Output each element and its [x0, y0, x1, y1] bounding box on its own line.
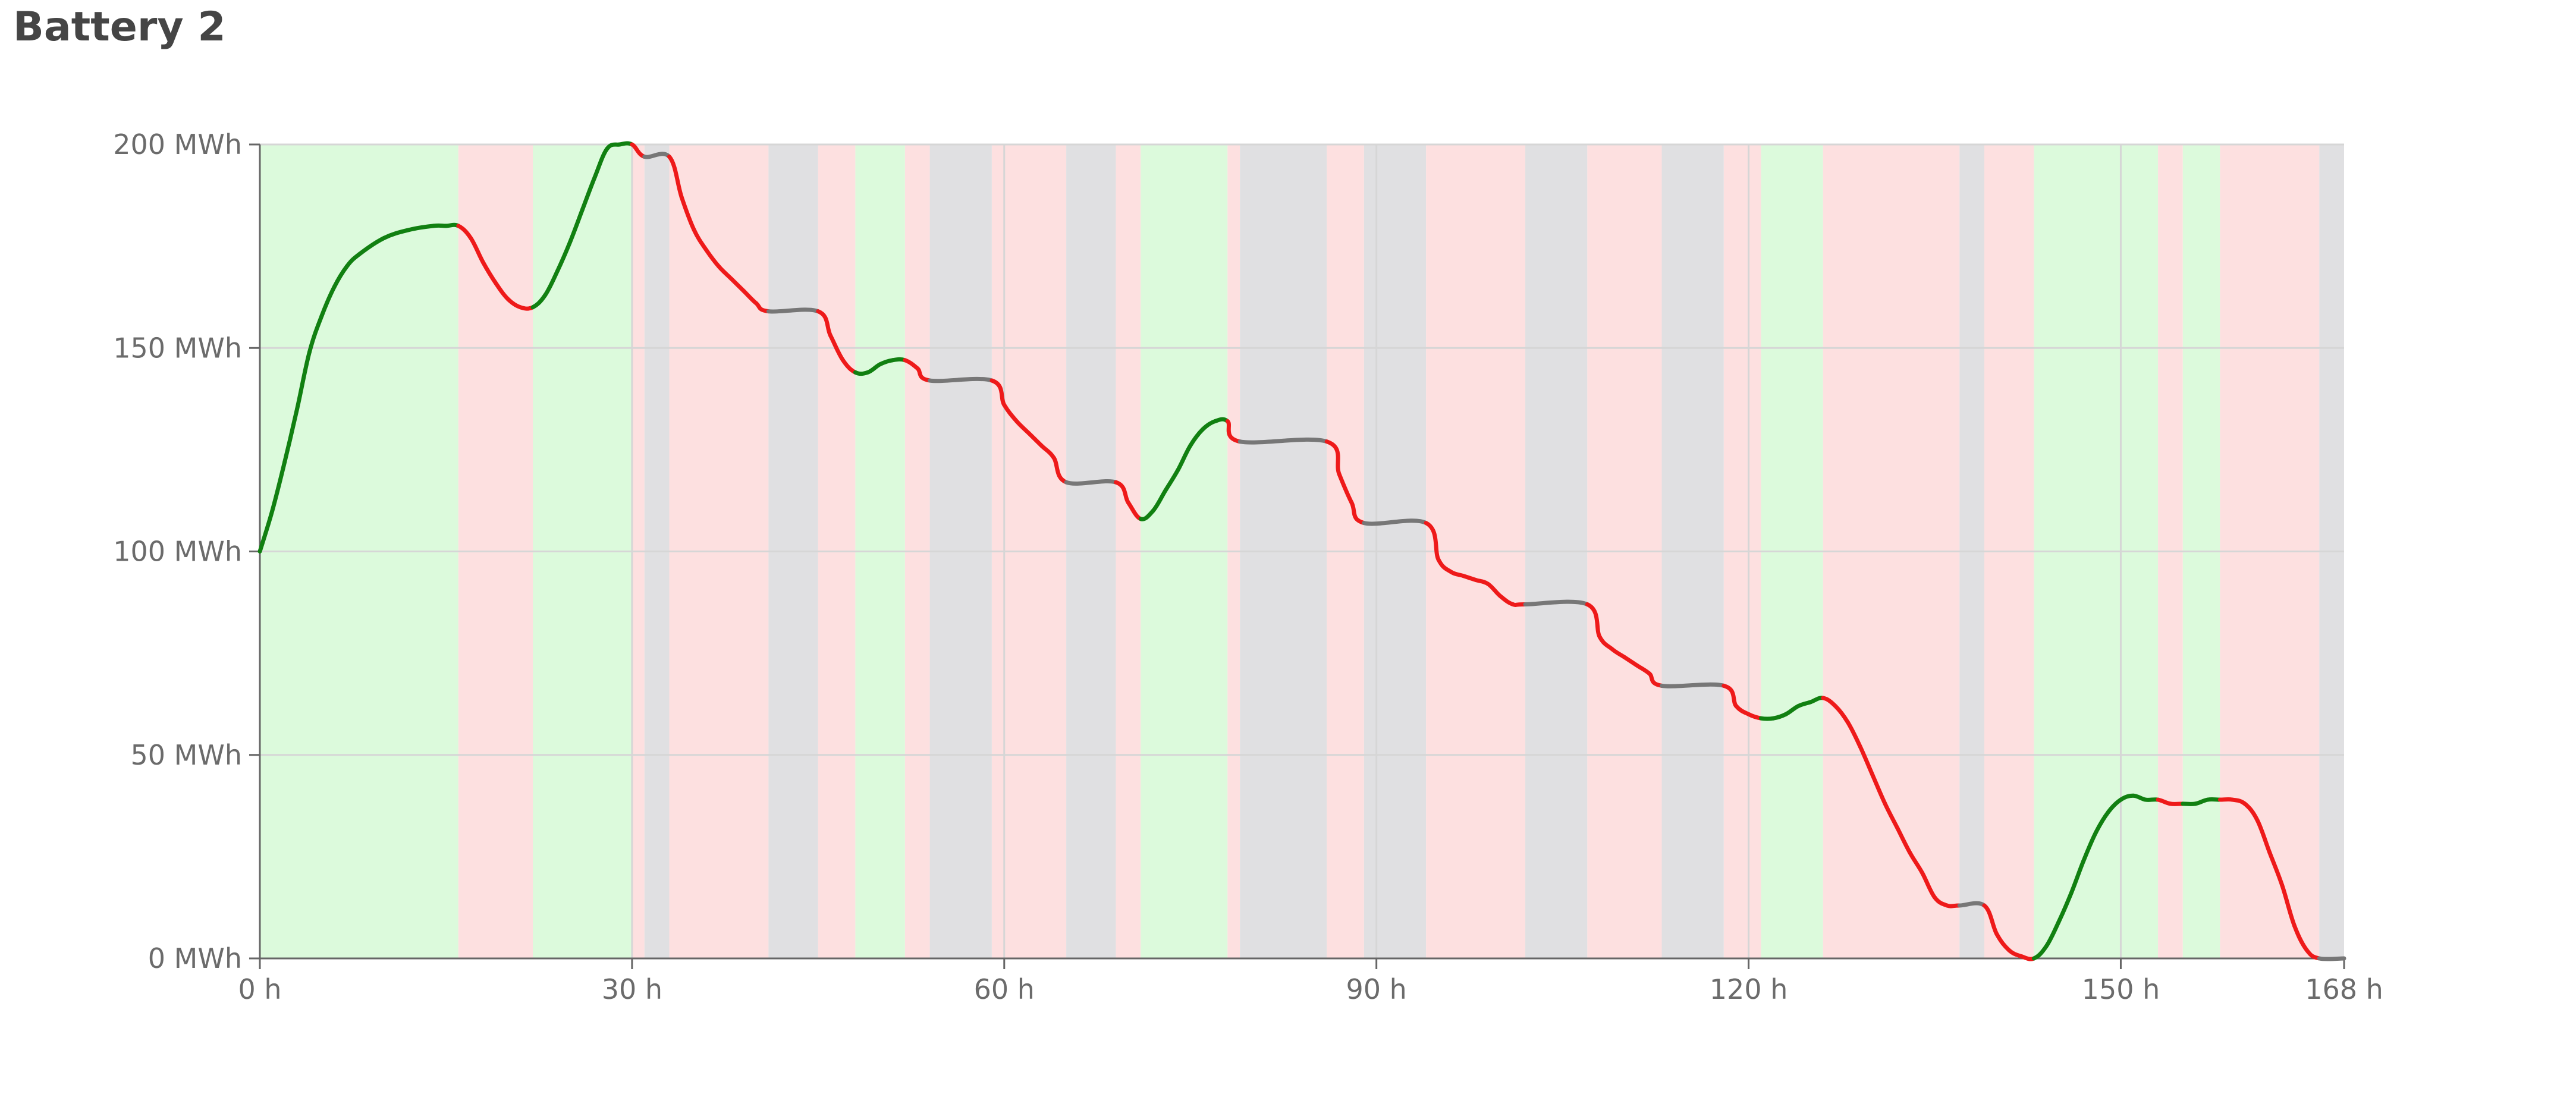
soc-line-segment-67: [1337, 471, 1354, 505]
x-tick-label-120: 120 h: [1710, 973, 1788, 1005]
soc-line-segment-69: [1362, 518, 1428, 526]
soc-line-segment-58: [1151, 488, 1168, 513]
soc-line-segment-59: [1163, 468, 1180, 493]
soc-line-segment-70: [1424, 521, 1441, 562]
soc-line-segment-0: [257, 508, 275, 554]
soc-line-segment-129: [2267, 850, 2285, 888]
soc-line-segment-133: [2317, 956, 2346, 961]
soc-line: [257, 141, 2346, 961]
soc-line-segment-22: [568, 207, 585, 244]
y-tick-label-150: 150 MWh: [113, 332, 242, 364]
soc-line-segment-48: [989, 378, 1007, 407]
soc-line-segment-1: [270, 460, 287, 513]
soc-line-segment-66: [1324, 439, 1342, 476]
soc-line-segment-37: [766, 307, 821, 314]
soc-line-segment-99: [1883, 801, 1900, 831]
soc-line-segment-36: [754, 301, 771, 314]
y-tick-label-200: 200 MWh: [113, 128, 242, 161]
soc-line-segment-38: [816, 309, 833, 338]
soc-line-segment-77: [1510, 602, 1528, 608]
soc-line-segment-28: [642, 152, 671, 159]
soc-line-segment-100: [1895, 826, 1912, 855]
y-tick-label-50: 50 MWh: [131, 739, 242, 771]
soc-line-segment-65: [1237, 437, 1329, 445]
soc-line-segment-128: [2255, 818, 2272, 855]
soc-line-segment-111: [2044, 919, 2061, 948]
soc-line-segment-2: [282, 407, 300, 464]
soc-line-segment-60: [1176, 444, 1193, 473]
chart-title: Battery 2: [13, 4, 226, 51]
x-tick-label-60: 60 h: [974, 973, 1035, 1005]
x-tick-label-168: 168 h: [2305, 973, 2383, 1005]
soc-line-segment-101: [1908, 850, 1925, 875]
soc-line-segment-46: [915, 366, 932, 383]
soc-line-segment-113: [2069, 859, 2086, 895]
soc-line-segment-112: [2056, 891, 2074, 924]
tick-labels: 0 MWh 50 MWh 100 MWh 150 MWh 200 MWh 0 h 30 h 6…: [113, 128, 2383, 1005]
soc-line-segment-78: [1523, 599, 1589, 606]
soc-line-segment-79: [1585, 602, 1602, 639]
soc-line-segment-96: [1845, 720, 1862, 749]
soc-line-segment-29: [667, 155, 684, 200]
x-tick-label-0: 0 h: [238, 973, 281, 1005]
soc-line-segment-8: [357, 235, 387, 257]
x-tick-label-150: 150 h: [2082, 973, 2160, 1005]
soc-line-segment-54: [1064, 479, 1119, 486]
soc-line-segment-21: [555, 240, 573, 273]
soc-line-segment-47: [928, 376, 994, 383]
soc-line-segment-97: [1858, 744, 1875, 778]
soc-line-segment-4: [307, 313, 324, 354]
soc-line-segment-23: [580, 175, 597, 212]
soc-line-segment-68: [1349, 500, 1366, 526]
x-tick-label-90: 90 h: [1346, 973, 1407, 1005]
soc-line-segment-105: [1957, 901, 1987, 908]
soc-line-segment-3: [295, 350, 312, 411]
soc-line-segment-20: [543, 268, 560, 297]
soc-line-segment-14: [469, 235, 486, 265]
x-tick-label-30: 30 h: [602, 973, 662, 1005]
soc-line-segment-127: [2242, 801, 2260, 822]
grid-lines: [260, 143, 2344, 958]
soc-line-segment-9: [382, 228, 411, 240]
soc-line-segment-84: [1647, 671, 1664, 688]
y-tick-label-100: 100 MWh: [113, 536, 242, 568]
soc-line-segment-64: [1225, 419, 1242, 444]
soc-line-segment-114: [2081, 830, 2099, 863]
soc-line-segment-85: [1660, 682, 1726, 688]
soc-line-segment-53: [1051, 455, 1069, 485]
soc-line-segment-5: [319, 285, 337, 317]
soc-line-segment-30: [679, 195, 696, 232]
soc-line-segment-106: [1982, 903, 1999, 936]
soc-line-segment-98: [1870, 773, 1887, 806]
soc-line-segment-130: [2280, 883, 2297, 928]
y-tick-label-0: 0 MWh: [148, 942, 242, 974]
